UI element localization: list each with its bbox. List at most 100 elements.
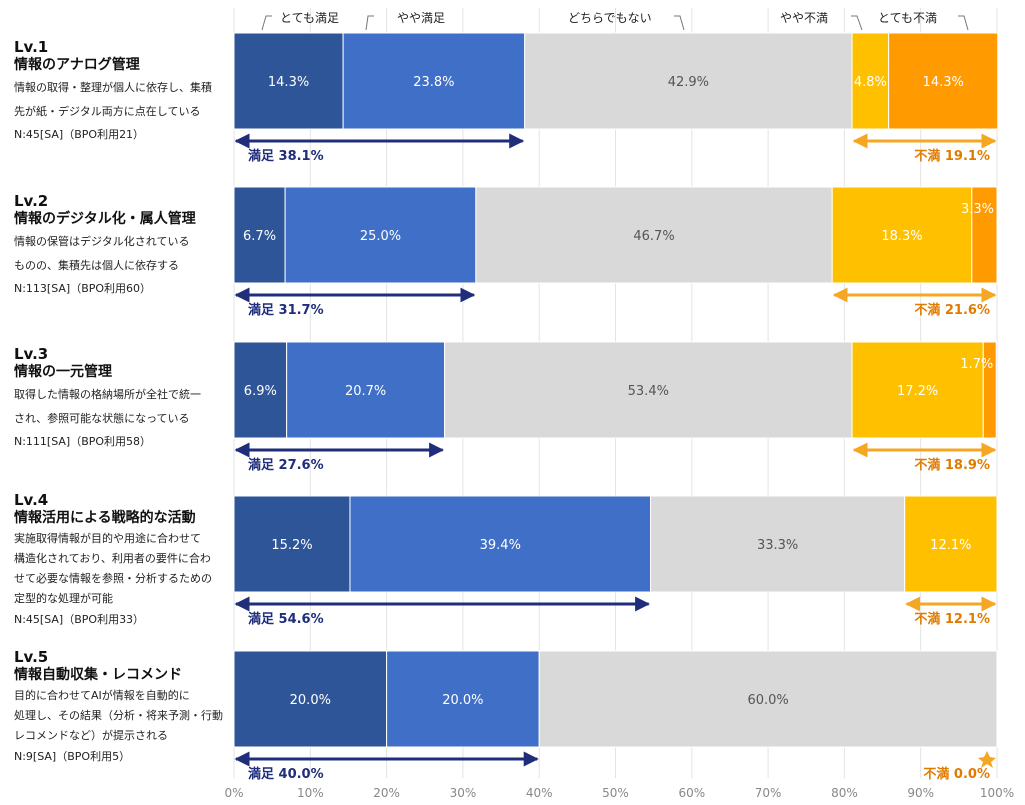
legend-label: やや満足 bbox=[397, 11, 445, 25]
dissatisfied-zero-marker bbox=[978, 751, 996, 768]
dissatisfied-total-label: 不満 18.9% bbox=[914, 457, 990, 473]
dissatisfied-total-label: 不満 0.0% bbox=[923, 766, 990, 782]
bar-segment bbox=[971, 186, 998, 284]
data-label: 14.3% bbox=[923, 75, 964, 90]
row-label-panel: Lv.4 情報活用による戦略的な活動 実施取得情報が目的や用途に合わせて 構造化されて… bbox=[14, 491, 229, 631]
bar-segment bbox=[904, 495, 998, 593]
data-label: 4.8% bbox=[854, 75, 887, 90]
legend-label: とても満足 bbox=[280, 11, 339, 25]
row-sample-size: N:45[SA]（BPO利用33） bbox=[14, 613, 145, 626]
data-label: 14.3% bbox=[268, 75, 309, 90]
row-title: 情報のデジタル化・属人管理 bbox=[14, 211, 196, 227]
data-label: 33.3% bbox=[757, 538, 798, 553]
satisfied-total-label: 満足 54.6% bbox=[248, 611, 324, 627]
legend-label: とても不満 bbox=[878, 11, 937, 25]
x-tick-label: 10% bbox=[297, 786, 324, 800]
data-label: 17.2% bbox=[897, 384, 938, 399]
legend-label: どちらでもない bbox=[568, 11, 652, 25]
row-description-line: され、参照可能な状態になっている bbox=[14, 412, 190, 425]
row-description: 情報の保管はデジタル化されている ものの、集積先は個人に依存する bbox=[14, 230, 229, 278]
x-tick-label: 20% bbox=[373, 786, 400, 800]
row-description-line: ものの、集積先は個人に依存する bbox=[14, 259, 179, 272]
dissatisfied-total-label: 不満 19.1% bbox=[914, 148, 990, 164]
row-description-line: 目的に合わせてAIが情報を自動的に bbox=[14, 689, 190, 702]
x-tick-label: 30% bbox=[450, 786, 477, 800]
bar-segment bbox=[650, 495, 906, 593]
satisfied-total-label: 満足 38.1% bbox=[248, 148, 324, 164]
data-label: 15.2% bbox=[271, 538, 312, 553]
row-description-line: 構造化されており、利用者の要件に合わ bbox=[14, 552, 211, 565]
legend-label: やや不満 bbox=[780, 11, 828, 25]
row-label-panel: Lv.1 情報のアナログ管理情報の取得・整理が個人に依存し、集積 先が紙・デジタル両… bbox=[14, 38, 229, 146]
data-label: 20.0% bbox=[442, 693, 483, 708]
data-label: 46.7% bbox=[633, 229, 674, 244]
row-title: 情報自動収集・レコメンド bbox=[14, 667, 182, 683]
bar-segment bbox=[286, 341, 446, 439]
data-label: 20.0% bbox=[290, 693, 331, 708]
row-description-line: 先が紙・デジタル両方に点在している bbox=[14, 105, 201, 118]
legend-leader-line bbox=[674, 15, 685, 31]
data-label: 39.4% bbox=[480, 538, 521, 553]
row-description-line: せて必要な情報を参照・分析するための bbox=[14, 572, 212, 585]
data-label: 1.7% bbox=[960, 357, 993, 372]
bar-segment bbox=[342, 32, 526, 130]
x-tick-label: 80% bbox=[831, 786, 858, 800]
row-level: Lv.3 bbox=[14, 345, 49, 363]
satisfied-total-label: 満足 27.6% bbox=[248, 457, 324, 473]
row-description-line: 定型的な処理が可能 bbox=[14, 592, 113, 605]
row-sample-size: N:111[SA]（BPO利用58） bbox=[14, 435, 152, 448]
row-level: Lv.5 bbox=[14, 648, 49, 666]
x-tick-label: 90% bbox=[907, 786, 934, 800]
row-description: 情報の取得・整理が個人に依存し、集積 先が紙・デジタル両方に点在している bbox=[14, 76, 229, 124]
row-sample-size: N:45[SA]（BPO利用21） bbox=[14, 128, 145, 141]
data-label: 3.3% bbox=[961, 202, 994, 217]
row-sample-size: N:9[SA]（BPO利用5） bbox=[14, 750, 131, 763]
bar-segment bbox=[475, 186, 833, 284]
bar-segment bbox=[831, 186, 973, 284]
bar-segment bbox=[233, 495, 351, 593]
row-level: Lv.2 bbox=[14, 192, 49, 210]
data-label: 6.7% bbox=[243, 229, 276, 244]
x-tick-label: 70% bbox=[755, 786, 782, 800]
x-tick-label: 60% bbox=[678, 786, 705, 800]
row-title: 情報活用による戦略的な活動 bbox=[14, 510, 196, 526]
row-description-line: 実施取得情報が目的や用途に合わせて bbox=[14, 532, 201, 545]
data-label: 42.9% bbox=[668, 75, 709, 90]
row-level: Lv.1 bbox=[14, 38, 49, 56]
data-label: 25.0% bbox=[360, 229, 401, 244]
satisfied-total-label: 満足 40.0% bbox=[248, 766, 324, 782]
row-description-line: レコメンドなど）が提示される bbox=[14, 729, 168, 742]
row-level: Lv.4 bbox=[14, 491, 49, 509]
bar-segment bbox=[524, 32, 853, 130]
satisfied-total-label: 満足 31.7% bbox=[248, 302, 324, 318]
data-label: 60.0% bbox=[747, 693, 788, 708]
row-description: 実施取得情報が目的や用途に合わせて 構造化されており、利用者の要件に合わ せて必要な… bbox=[14, 529, 229, 609]
bar-segment bbox=[888, 32, 999, 130]
legend-leader-line bbox=[958, 15, 969, 31]
row-description-line: 情報の取得・整理が個人に依存し、集積 bbox=[14, 81, 212, 94]
row-label-panel: Lv.3 情報の一元管理取得した情報の格納場所が全社で統一 され、参照可能な状態にな… bbox=[14, 345, 229, 453]
bar-segment bbox=[538, 650, 998, 748]
row-title: 情報のアナログ管理 bbox=[14, 57, 140, 73]
bar-segment bbox=[982, 341, 997, 439]
data-label: 53.4% bbox=[628, 384, 669, 399]
row-description-line: 取得した情報の格納場所が全社で統一 bbox=[14, 388, 201, 401]
dissatisfied-total-label: 不満 12.1% bbox=[914, 611, 990, 627]
dissatisfied-total-label: 不満 21.6% bbox=[914, 302, 990, 318]
x-tick-label: 50% bbox=[602, 786, 629, 800]
row-title: 情報の一元管理 bbox=[14, 364, 112, 380]
x-tick-label: 40% bbox=[526, 786, 553, 800]
bar-segment bbox=[233, 32, 344, 130]
x-tick-label: 100% bbox=[980, 786, 1014, 800]
row-description-line: 処理し、その結果（分析・将来予測・行動 bbox=[14, 709, 223, 722]
data-label: 12.1% bbox=[930, 538, 971, 553]
bar-segment bbox=[851, 341, 984, 439]
row-description: 目的に合わせてAIが情報を自動的に処理し、その結果（分析・将来予測・行動 レコメン… bbox=[14, 686, 229, 746]
bar-segment bbox=[444, 341, 853, 439]
data-label: 20.7% bbox=[345, 384, 386, 399]
legend-leader-line bbox=[261, 15, 272, 31]
legend-leader-line bbox=[365, 15, 374, 31]
data-label: 23.8% bbox=[413, 75, 454, 90]
data-label: 18.3% bbox=[881, 229, 922, 244]
